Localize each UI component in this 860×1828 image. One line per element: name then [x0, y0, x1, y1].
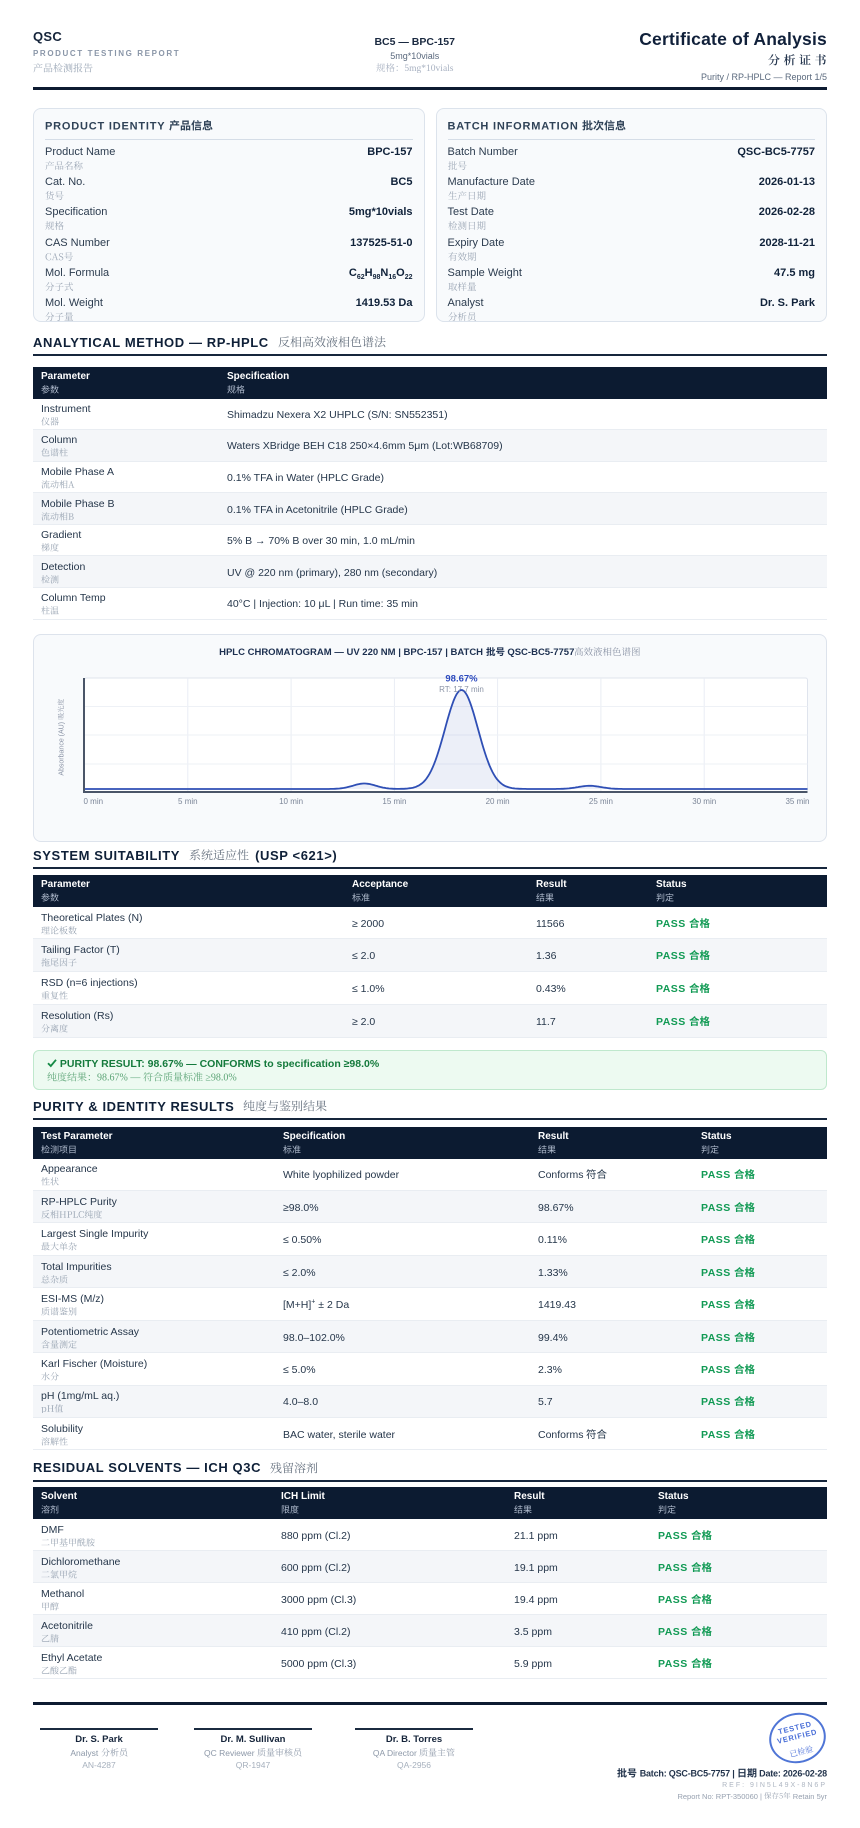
svg-text:35 min: 35 min — [785, 797, 809, 806]
svg-text:5 min: 5 min — [178, 797, 198, 806]
svg-text:10 min: 10 min — [279, 797, 303, 806]
svg-text:15 min: 15 min — [382, 797, 406, 806]
svg-text:25 min: 25 min — [589, 797, 613, 806]
svg-text:Absorbance (AU): Absorbance (AU) — [59, 722, 66, 776]
svg-text:20 min: 20 min — [486, 797, 510, 806]
svg-text:98.67%: 98.67% — [445, 674, 478, 685]
svg-text:0 min: 0 min — [84, 797, 104, 806]
svg-text:RT: 17.7 min: RT: 17.7 min — [439, 685, 484, 694]
svg-text:30 min: 30 min — [692, 797, 716, 806]
